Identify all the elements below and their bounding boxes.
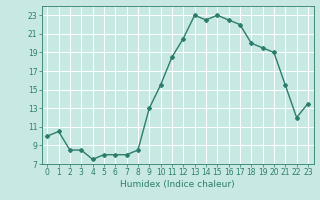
X-axis label: Humidex (Indice chaleur): Humidex (Indice chaleur) [120, 180, 235, 189]
